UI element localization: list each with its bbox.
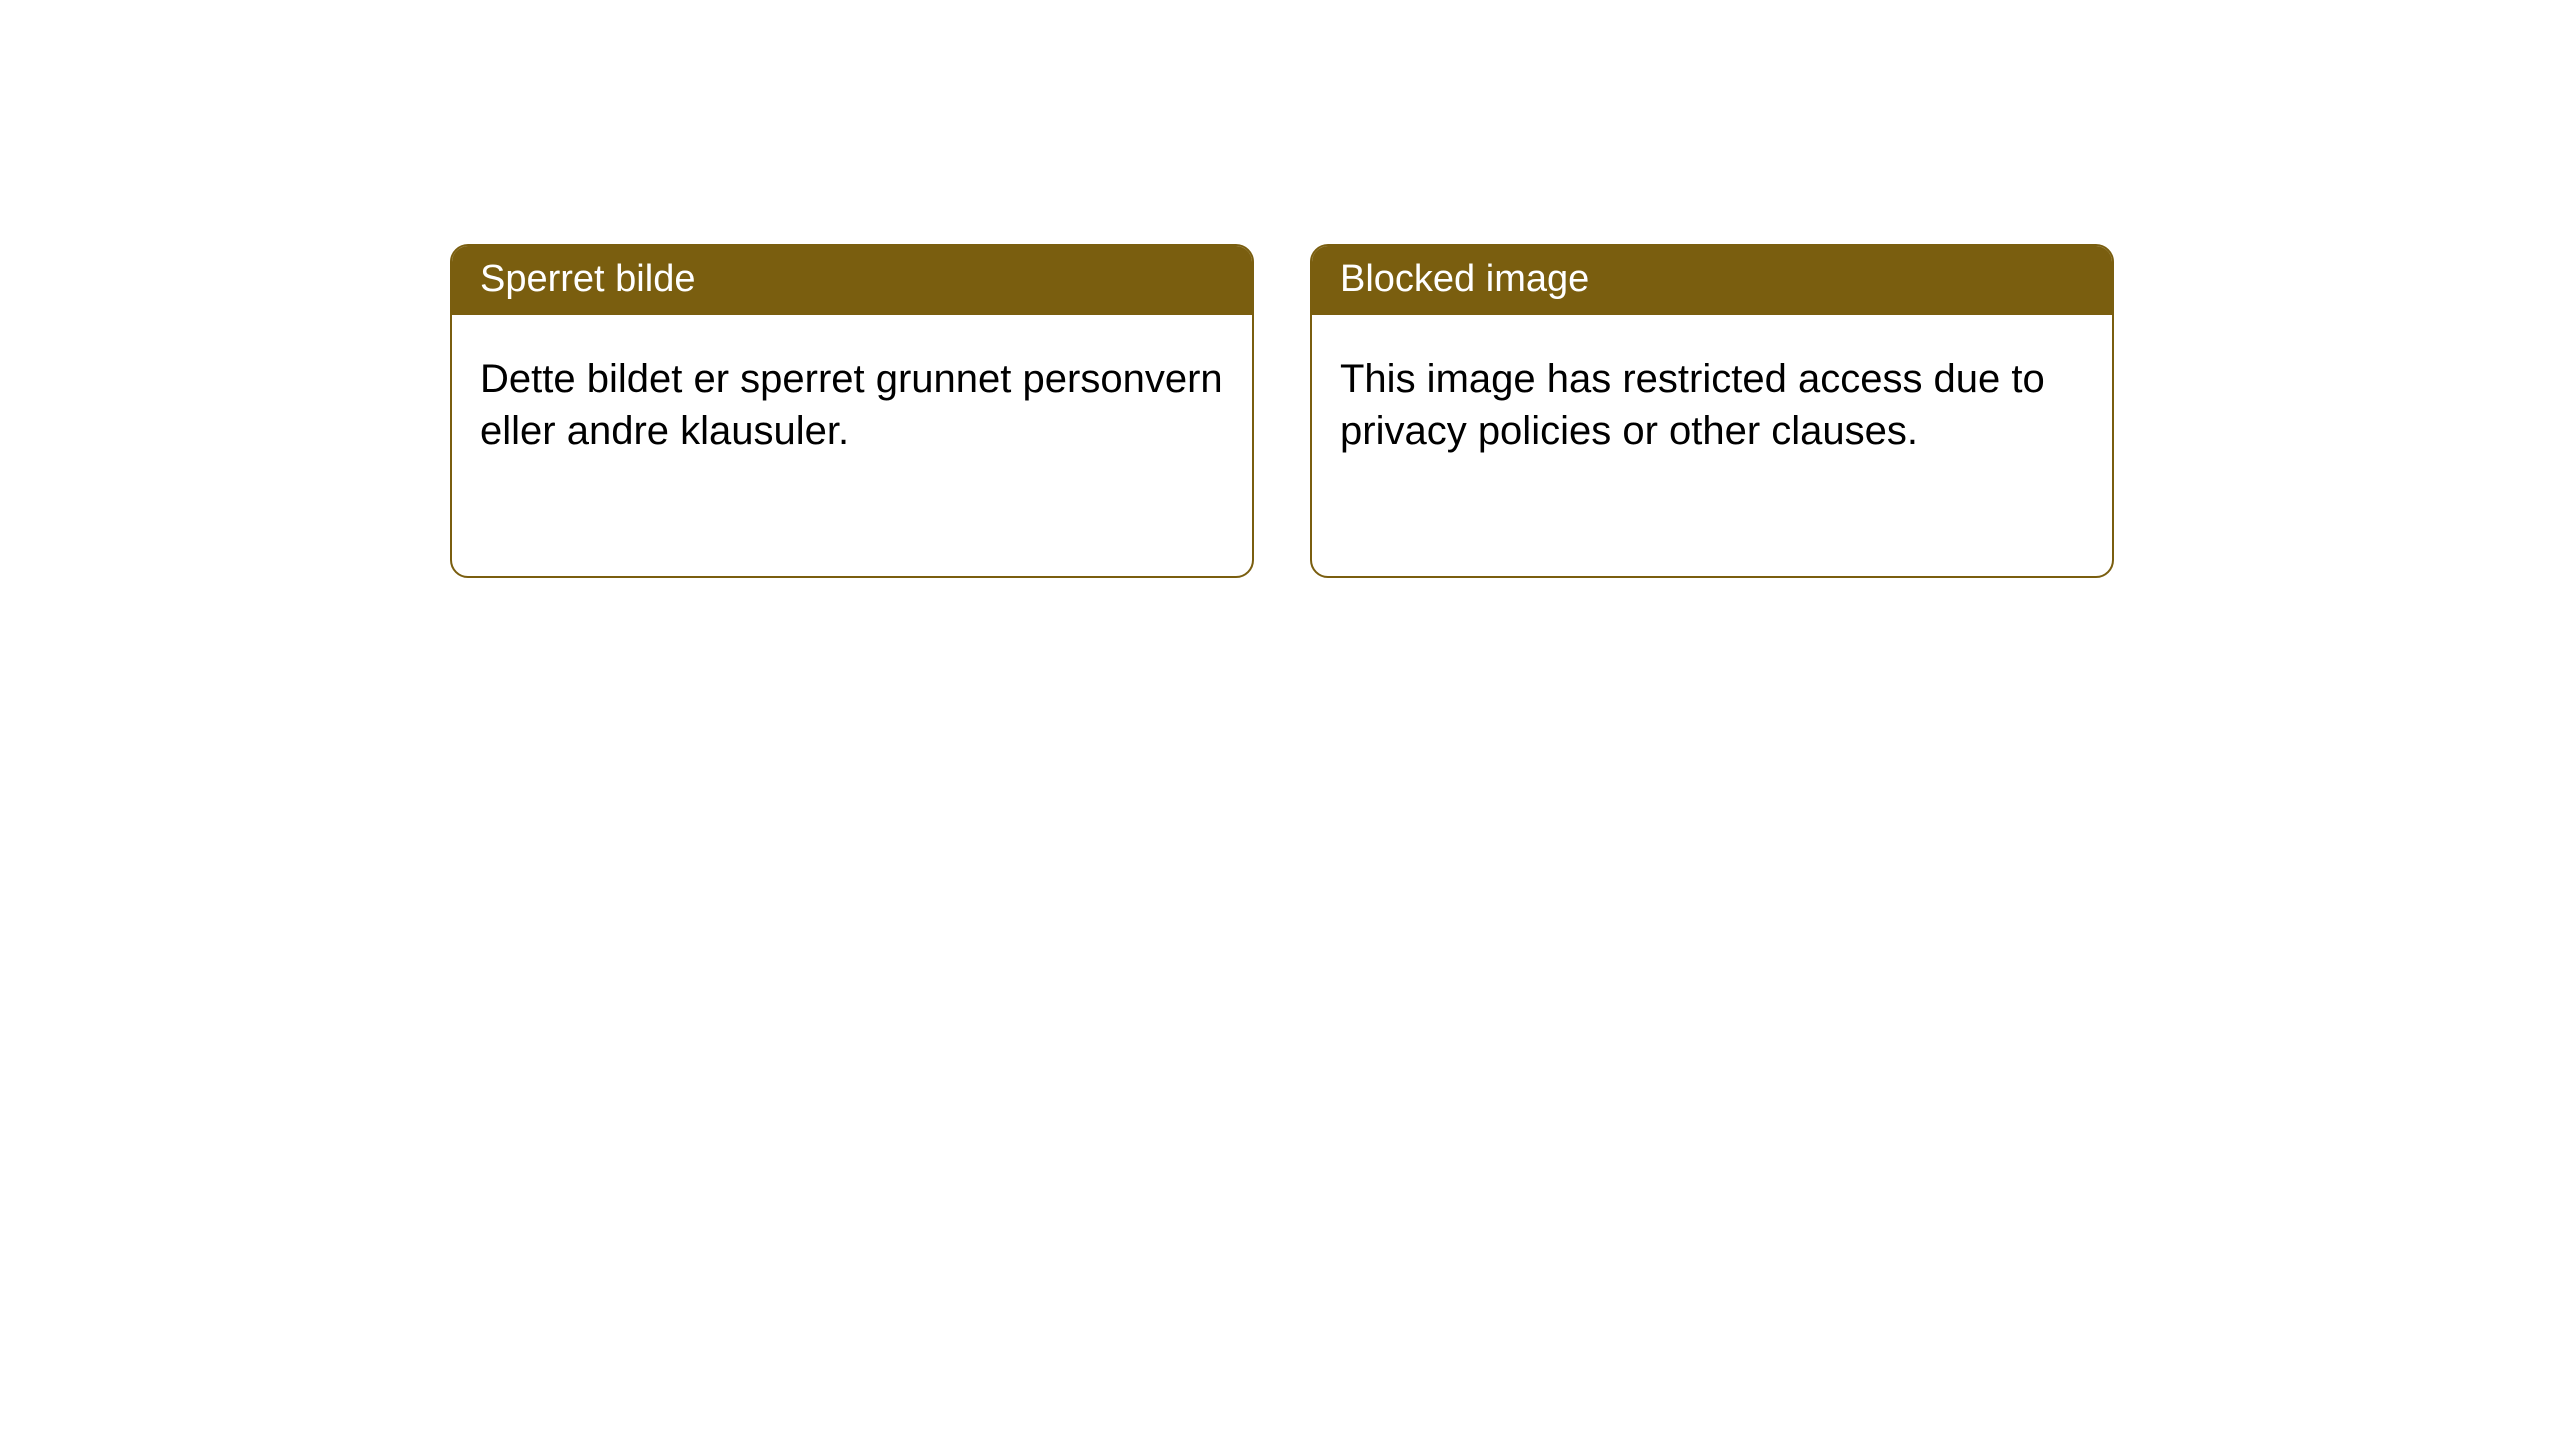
notice-header: Sperret bilde [452, 246, 1252, 315]
notice-container: Sperret bilde Dette bildet er sperret gr… [450, 244, 2114, 578]
notice-box-english: Blocked image This image has restricted … [1310, 244, 2114, 578]
notice-header: Blocked image [1312, 246, 2112, 315]
notice-message: This image has restricted access due to … [1312, 315, 2112, 495]
notice-box-norwegian: Sperret bilde Dette bildet er sperret gr… [450, 244, 1254, 578]
notice-message: Dette bildet er sperret grunnet personve… [452, 315, 1252, 495]
